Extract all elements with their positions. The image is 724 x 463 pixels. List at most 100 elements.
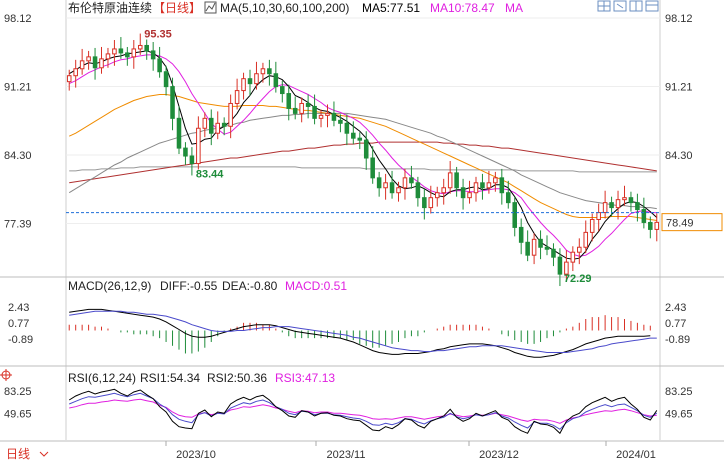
candle-body	[544, 246, 550, 250]
candle-body	[622, 197, 627, 201]
candle-body	[363, 139, 369, 159]
candle-body	[538, 238, 543, 248]
candle-body	[215, 122, 221, 134]
panel-icon[interactable]	[645, 0, 659, 12]
candle-body	[415, 182, 421, 199]
price-tick-right: 98.12	[665, 13, 693, 25]
candle-body	[402, 177, 408, 189]
candle-body	[434, 192, 440, 199]
candle-body	[79, 60, 85, 70]
ma-more-value: MA	[505, 1, 523, 15]
ma5-value: MA5:77.51	[362, 1, 420, 15]
ma10-line	[68, 54, 657, 257]
candle-body	[137, 44, 143, 50]
macd-diff-line	[69, 308, 651, 358]
candle-body	[125, 52, 130, 58]
macd-tick-left: 2.43	[8, 302, 29, 314]
candle-body	[531, 238, 537, 256]
candle-body	[338, 119, 343, 124]
candle-body	[344, 122, 350, 134]
candle-body	[505, 192, 511, 204]
candle-body	[331, 112, 337, 121]
candle-body	[189, 155, 195, 165]
candle-body	[150, 50, 156, 60]
candle-body	[557, 256, 563, 275]
current-price-box	[661, 213, 723, 232]
candle-body	[499, 177, 505, 194]
crosshair-icon[interactable]	[0, 369, 12, 381]
candle-body	[312, 105, 317, 119]
period-button[interactable]: 日线	[6, 447, 30, 461]
price-tick-left: 98.12	[4, 13, 32, 25]
candle-body	[467, 192, 472, 199]
chevron-down-icon[interactable]	[39, 451, 49, 457]
candle-body	[409, 177, 414, 184]
candle-body	[577, 246, 582, 253]
x-axis-label: 2023/11	[327, 449, 366, 461]
candle-body	[118, 48, 124, 54]
rsi3-line	[69, 398, 657, 424]
candle-body	[583, 231, 589, 248]
rsi-label: RSI(6,12,24)	[68, 371, 136, 385]
candle-body	[183, 147, 188, 157]
x-axis-label: 2024/01	[616, 449, 656, 461]
candle-body	[254, 73, 259, 85]
candle-body	[480, 182, 485, 189]
candle-body	[228, 102, 233, 127]
candle-body	[86, 56, 91, 62]
rsi2-value: RSI2:50.36	[207, 371, 267, 385]
macd-tick-right: 2.43	[665, 302, 686, 314]
macd-tick-left: 0.77	[8, 318, 29, 330]
candle-body	[202, 117, 208, 129]
candle-body	[325, 112, 330, 116]
candle-body	[196, 127, 201, 165]
ma5-line	[68, 50, 658, 260]
candle-body	[370, 157, 375, 179]
candle-body	[570, 251, 576, 263]
candle-body	[292, 107, 298, 114]
candle-body	[518, 226, 524, 243]
macd-dea-value: DEA:-0.80	[222, 279, 278, 293]
candle-body	[525, 241, 530, 256]
candle-body	[73, 68, 78, 77]
candle-body	[105, 53, 111, 60]
candle-body	[428, 197, 434, 209]
price-tick-left: 77.39	[4, 219, 32, 231]
period-selector[interactable]: 【日线】	[153, 1, 201, 15]
ma10-value: MA10:78.47	[430, 1, 495, 15]
candle-body	[131, 48, 137, 58]
chart-title: 布伦特原油连续	[68, 0, 152, 15]
candle-body	[260, 68, 266, 75]
candle-body	[318, 114, 324, 119]
candle-body	[441, 187, 446, 194]
candle-body	[486, 182, 492, 189]
grid-icon[interactable]	[597, 0, 611, 12]
candle-body	[454, 172, 459, 189]
candle-body	[654, 221, 660, 230]
price-tick-right: 84.30	[665, 150, 693, 162]
candle-body	[267, 68, 272, 75]
candle-body	[170, 86, 175, 119]
candle-body	[66, 75, 72, 83]
rsi2-line	[69, 392, 658, 430]
candle-body	[221, 122, 227, 127]
candle-body	[305, 102, 311, 107]
macd-tick-right: -0.89	[665, 334, 690, 346]
candle-body	[208, 117, 214, 134]
macd-diff-value: DIFF:-0.55	[160, 279, 218, 293]
ma200-line	[69, 166, 657, 173]
candle-body	[299, 102, 304, 114]
split-icon[interactable]	[629, 0, 643, 12]
price-tick-left: 91.21	[4, 82, 32, 94]
candle-body	[357, 137, 363, 141]
candle-body	[383, 182, 388, 189]
candle-body	[596, 212, 601, 220]
ma-settings-icon[interactable]	[204, 1, 217, 14]
macd-dea-line	[69, 310, 657, 353]
rsi-tick-right: 83.25	[665, 386, 693, 398]
resize-icon[interactable]	[613, 0, 627, 12]
ma-params: MA(5,10,30,60,100,200)	[220, 1, 349, 15]
candle-body	[376, 177, 382, 189]
candle-body	[247, 78, 253, 85]
